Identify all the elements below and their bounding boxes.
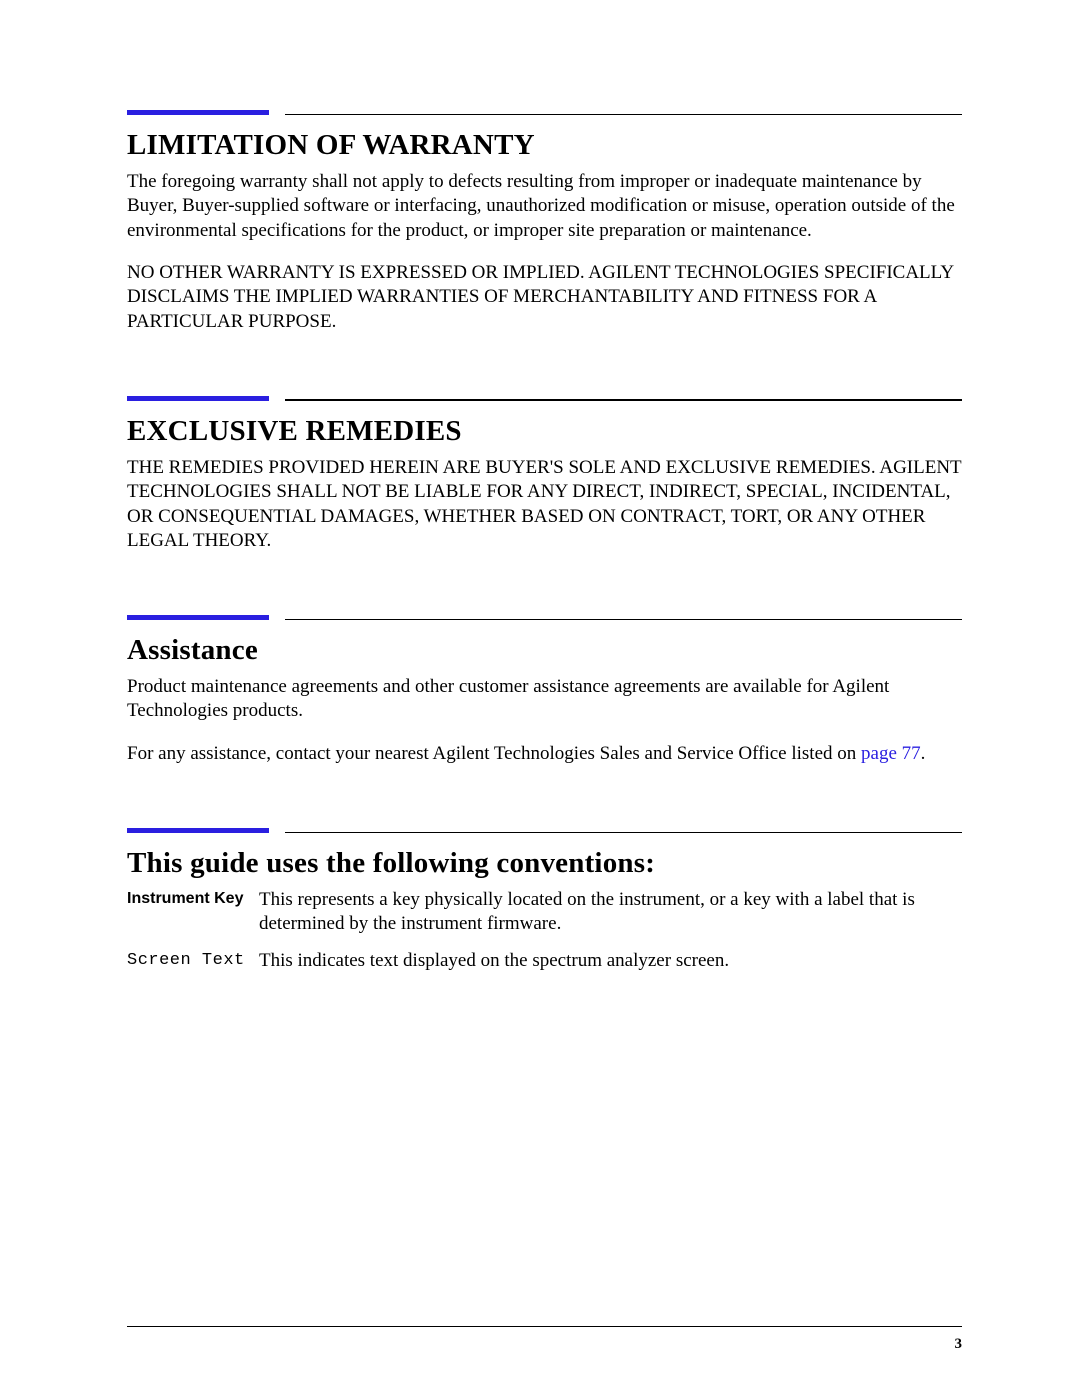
paragraph: NO OTHER WARRANTY IS EXPRESSED OR IMPLIE…	[127, 261, 962, 334]
heading-assistance: Assistance	[127, 634, 962, 667]
rule-blue	[127, 110, 269, 115]
convention-label-instrument-key: Instrument Key	[127, 888, 251, 937]
paragraph: For any assistance, contact your nearest…	[127, 742, 962, 766]
convention-label-screen-text: Screen Text	[127, 949, 251, 973]
page-link[interactable]: page 77	[861, 743, 921, 764]
footer-rule	[127, 1326, 962, 1328]
text-run: For any assistance, contact your nearest…	[127, 743, 861, 764]
section-conventions: This guide uses the following convention…	[127, 828, 962, 973]
text-run: .	[921, 743, 926, 764]
rule-blue	[127, 396, 269, 401]
convention-description: This represents a key physically located…	[259, 888, 962, 937]
section-divider	[127, 396, 962, 401]
section-assistance: Assistance Product maintenance agreement…	[127, 615, 962, 766]
rule-black	[285, 399, 962, 401]
convention-description: This indicates text displayed on the spe…	[259, 949, 962, 973]
section-limitation: LIMITATION OF WARRANTY The foregoing war…	[127, 110, 962, 334]
convention-row: Screen Text This indicates text displaye…	[127, 949, 962, 973]
rule-black	[285, 114, 962, 116]
heading-limitation: LIMITATION OF WARRANTY	[127, 129, 962, 162]
heading-remedies: EXCLUSIVE REMEDIES	[127, 415, 962, 448]
paragraph: The foregoing warranty shall not apply t…	[127, 170, 962, 243]
section-remedies: EXCLUSIVE REMEDIES THE REMEDIES PROVIDED…	[127, 396, 962, 553]
section-divider	[127, 615, 962, 620]
rule-black	[285, 832, 962, 834]
heading-conventions: This guide uses the following convention…	[127, 847, 962, 880]
rule-black	[285, 619, 962, 621]
document-page: LIMITATION OF WARRANTY The foregoing war…	[0, 0, 1080, 1397]
convention-row: Instrument Key This represents a key phy…	[127, 888, 962, 937]
page-number: 3	[955, 1336, 963, 1353]
rule-blue	[127, 828, 269, 833]
rule-blue	[127, 615, 269, 620]
conventions-table: Instrument Key This represents a key phy…	[127, 888, 962, 973]
paragraph: Product maintenance agreements and other…	[127, 675, 962, 724]
section-divider	[127, 110, 962, 115]
paragraph: THE REMEDIES PROVIDED HEREIN ARE BUYER'S…	[127, 456, 962, 553]
section-divider	[127, 828, 962, 833]
